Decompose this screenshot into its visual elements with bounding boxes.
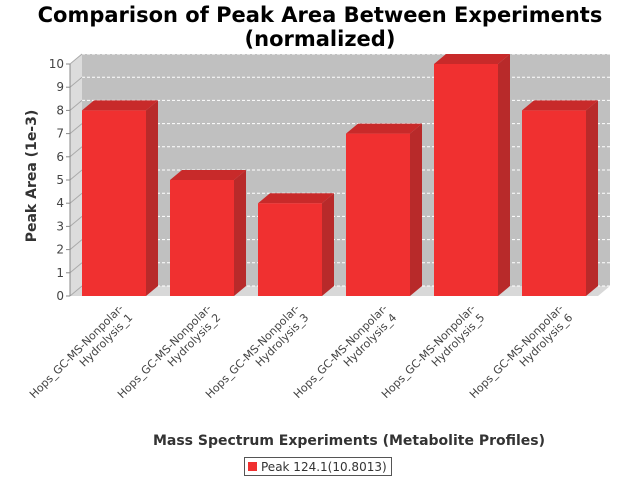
chart-title: Comparison of Peak Area Between Experime… bbox=[37, 3, 603, 27]
y-tick-label: 4 bbox=[56, 196, 64, 210]
bar-side bbox=[234, 170, 246, 296]
bar-side bbox=[410, 123, 422, 296]
bar bbox=[434, 64, 498, 296]
y-axis-title: Peak Area (1e-3) bbox=[24, 110, 40, 243]
bar-top bbox=[346, 123, 422, 134]
gridline-side bbox=[69, 53, 83, 65]
y-tick-label: 3 bbox=[56, 219, 64, 233]
bar-side bbox=[498, 54, 510, 296]
legend-swatch bbox=[248, 462, 257, 471]
bar-top bbox=[82, 100, 158, 111]
x-tick-label-line: Hops_GC-MS-Nonpolar- bbox=[27, 302, 126, 401]
chart-legend: Peak 124.1(10.8013) bbox=[244, 457, 392, 476]
gridline-side bbox=[69, 262, 83, 274]
legend-label: Peak 124.1(10.8013) bbox=[261, 459, 387, 474]
gridline-side bbox=[69, 285, 83, 297]
y-tick-label: 8 bbox=[56, 103, 64, 117]
y-tick-label: 1 bbox=[56, 266, 64, 280]
y-tick-label: 9 bbox=[56, 80, 64, 94]
y-tick-label: 10 bbox=[49, 57, 64, 71]
y-tick-label: 6 bbox=[56, 150, 64, 164]
bar-top bbox=[522, 100, 598, 111]
y-tick-label: 7 bbox=[56, 127, 64, 141]
gridline-side bbox=[69, 239, 83, 250]
bar-chart: 012345678910Hops_GC-MS-Nonpolar-Hydrolys… bbox=[24, 53, 610, 449]
bar bbox=[522, 110, 586, 297]
gridline-side bbox=[69, 123, 83, 134]
bar-top bbox=[434, 54, 510, 64]
x-axis-title: Mass Spectrum Experiments (Metabolite Pr… bbox=[153, 433, 545, 449]
gridline-side bbox=[69, 169, 83, 181]
gridline-side bbox=[69, 146, 83, 158]
bar-side bbox=[146, 100, 158, 297]
bar-side bbox=[586, 100, 598, 297]
bar bbox=[82, 110, 146, 297]
y-tick-label: 2 bbox=[56, 243, 64, 257]
gridline-side bbox=[69, 192, 83, 204]
bar bbox=[170, 180, 234, 296]
gridline-side bbox=[69, 100, 83, 111]
bar-side bbox=[322, 193, 334, 296]
bar-top bbox=[258, 193, 334, 204]
y-tick-label: 0 bbox=[56, 289, 64, 303]
bar bbox=[346, 133, 410, 296]
chart-subtitle: (normalized) bbox=[244, 27, 396, 51]
y-tick-label: 5 bbox=[56, 173, 64, 187]
gridline-side bbox=[69, 216, 83, 227]
gridline-side bbox=[69, 76, 83, 88]
bar-top bbox=[170, 170, 246, 180]
bar bbox=[258, 203, 322, 296]
